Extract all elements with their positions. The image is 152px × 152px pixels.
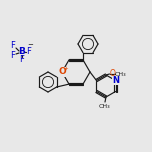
Text: O: O: [58, 67, 66, 76]
Text: +: +: [64, 66, 68, 71]
Text: F: F: [10, 50, 16, 59]
Text: N: N: [112, 76, 119, 85]
Text: F: F: [20, 55, 24, 64]
Text: −: −: [27, 42, 33, 48]
Text: B: B: [19, 47, 25, 57]
Text: O: O: [110, 69, 116, 78]
Text: F: F: [27, 47, 31, 57]
Text: CH₃: CH₃: [115, 71, 127, 76]
Text: CH₃: CH₃: [98, 104, 110, 109]
Text: F: F: [10, 41, 16, 50]
